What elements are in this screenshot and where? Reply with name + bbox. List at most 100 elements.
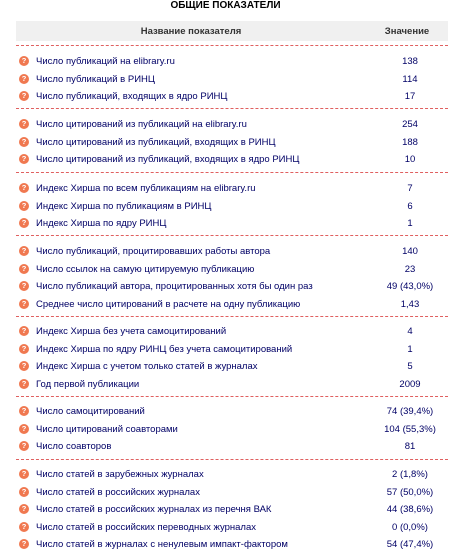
group-separator: [16, 459, 448, 460]
indicator-value[interactable]: 140: [402, 246, 418, 257]
table-row: ? Число ссылок на самую цитируемую публик…: [16, 261, 448, 279]
indicator-group: ? Число самоцитирований 74 (39,4%)? Число ц…: [16, 403, 448, 456]
indicator-label[interactable]: Индекс Хирша по ядру РИНЦ: [36, 218, 167, 229]
indicator-value[interactable]: 23: [404, 263, 416, 275]
page-title: ОБЩИЕ ПОКАЗАТЕЛИ: [170, 0, 281, 11]
indicator-label[interactable]: Число статей в российских журналах: [36, 486, 200, 498]
table-row: ? Индекс Хирша без учета самоцитирований 4: [16, 323, 448, 341]
indicator-label[interactable]: Число самоцитирований: [36, 406, 145, 417]
question-circle-icon[interactable]: ?: [19, 504, 29, 514]
question-circle-icon[interactable]: ?: [19, 406, 29, 416]
question-circle-icon[interactable]: ?: [19, 486, 29, 497]
question-circle-icon[interactable]: ?: [19, 423, 29, 434]
question-circle-icon[interactable]: ?: [19, 521, 29, 532]
question-circle-icon[interactable]: ?: [19, 119, 29, 129]
indicator-label[interactable]: Число соавторов: [36, 441, 112, 452]
question-circle-icon[interactable]: ?: [19, 218, 29, 228]
indicator-label[interactable]: Индекс Хирша с учетом только статей в жу…: [36, 361, 258, 372]
table-row: ? Число самоцитирований 74 (39,4%): [16, 403, 448, 421]
indicator-value[interactable]: 5: [407, 361, 413, 372]
indicator-value[interactable]: 0 (0,0%): [392, 521, 428, 533]
indicator-label[interactable]: Среднее число цитирований в расчете на о…: [36, 298, 301, 310]
question-circle-icon[interactable]: ?: [19, 154, 29, 164]
indicator-value[interactable]: 1: [407, 343, 413, 355]
question-circle-icon[interactable]: ?: [19, 73, 29, 84]
table-row: ? Число статей в российских журналах из п…: [16, 501, 448, 519]
indicator-label[interactable]: Число статей в журналах с ненулевым импа…: [36, 539, 288, 550]
indicator-label[interactable]: Индекс Хирша без учета самоцитирований: [36, 326, 227, 337]
indicator-value[interactable]: 4: [407, 326, 413, 337]
group-separator: [16, 108, 448, 109]
question-circle-icon[interactable]: ?: [19, 326, 29, 336]
question-circle-icon[interactable]: ?: [19, 361, 29, 371]
question-circle-icon[interactable]: ?: [19, 200, 29, 211]
indicator-value[interactable]: 57 (50,0%): [386, 486, 434, 498]
indicator-label[interactable]: Индекс Хирша по всем публикациям на elib…: [36, 183, 256, 194]
question-circle-icon[interactable]: ?: [19, 246, 29, 256]
indicator-label[interactable]: Число ссылок на самую цитируемую публика…: [36, 263, 255, 275]
indicator-value[interactable]: 10: [404, 154, 416, 165]
indicator-label[interactable]: Число цитирований из публикаций, входящи…: [36, 154, 300, 165]
table-row: ? Число статей в российских переводных жу…: [16, 519, 448, 537]
indicator-label[interactable]: Год первой публикации: [36, 378, 140, 390]
indicator-label[interactable]: Число статей в российских журналах из пе…: [36, 504, 272, 515]
table-row: ? Индекс Хирша по ядру РИНЦ без учета сам…: [16, 341, 448, 359]
indicator-label[interactable]: Индекс Хирша по ядру РИНЦ без учета само…: [36, 343, 293, 355]
indicator-label[interactable]: Число статей в зарубежных журналах: [36, 469, 204, 480]
group-separator: [16, 316, 448, 317]
indicator-value[interactable]: 2009: [399, 378, 421, 390]
indicator-value[interactable]: 138: [402, 56, 418, 67]
table-row: ? Число соавторов 81: [16, 438, 448, 456]
question-circle-icon[interactable]: ?: [19, 441, 29, 451]
indicator-value[interactable]: 1,43: [400, 298, 420, 310]
indicator-value[interactable]: 104 (55,3%): [384, 423, 436, 435]
indicator-value[interactable]: 7: [407, 183, 413, 194]
indicator-value[interactable]: 6: [407, 200, 413, 212]
indicator-value[interactable]: 54 (47,4%): [386, 539, 434, 550]
indicator-value[interactable]: 49 (43,0%): [386, 281, 434, 292]
table-row: ? Число статей в российских журналах 57 (5…: [16, 484, 448, 502]
table-row: ? Среднее число цитирований в расчете на …: [16, 296, 448, 314]
question-circle-icon[interactable]: ?: [19, 136, 29, 147]
table-row: ? Число статей в зарубежных журналах 2 (1,…: [16, 466, 448, 484]
table-row: ? Число публикаций, процитировавших работ…: [16, 243, 448, 261]
indicator-value[interactable]: 1: [407, 218, 413, 229]
indicator-label[interactable]: Число цитирований из публикаций на elibr…: [36, 119, 247, 130]
indicator-value[interactable]: 44 (38,6%): [386, 504, 434, 515]
indicator-value[interactable]: 74 (39,4%): [386, 406, 434, 417]
indicator-label[interactable]: Индекс Хирша по публикациям в РИНЦ: [36, 200, 212, 212]
indicator-label[interactable]: Число цитирований соавторами: [36, 423, 178, 435]
indicator-label[interactable]: Число публикаций, процитировавших работы…: [36, 246, 271, 257]
indicator-value[interactable]: 114: [402, 73, 418, 85]
indicator-group: ? Индекс Хирша по всем публикациям на eli…: [16, 180, 448, 233]
question-circle-icon[interactable]: ?: [19, 298, 29, 309]
indicator-value[interactable]: 188: [402, 136, 418, 148]
question-circle-icon[interactable]: ?: [19, 183, 29, 193]
question-circle-icon[interactable]: ?: [19, 539, 29, 549]
indicator-label[interactable]: Число публикаций, входящих в ядро РИНЦ: [36, 91, 228, 102]
question-circle-icon[interactable]: ?: [19, 343, 29, 354]
indicator-label[interactable]: Число публикаций на elibrary.ru: [36, 56, 175, 67]
question-circle-icon[interactable]: ?: [19, 281, 29, 291]
question-circle-icon[interactable]: ?: [19, 263, 29, 274]
group-separator: [16, 396, 448, 397]
question-circle-icon[interactable]: ?: [19, 56, 29, 66]
table-row: ? Год первой публикации 2009: [16, 376, 448, 394]
group-separator: [16, 235, 448, 236]
question-circle-icon[interactable]: ?: [19, 378, 29, 389]
indicator-label[interactable]: Число публикаций в РИНЦ: [36, 73, 155, 85]
indicator-label[interactable]: Число статей в российских переводных жур…: [36, 521, 256, 533]
indicator-value[interactable]: 81: [404, 441, 416, 452]
table-row: ? Число публикаций, входящих в ядро РИНЦ 1…: [16, 88, 448, 106]
table-row: ? Число публикаций в РИНЦ 114: [16, 71, 448, 89]
indicator-label[interactable]: Число публикаций автора, процитированных…: [36, 281, 313, 292]
question-circle-icon[interactable]: ?: [19, 91, 29, 101]
header-name: Название показателя: [140, 26, 242, 37]
indicator-value[interactable]: 254: [402, 119, 418, 130]
indicator-group: ? Число цитирований из публикаций на elib…: [16, 116, 448, 169]
question-circle-icon[interactable]: ?: [19, 469, 29, 479]
indicator-label[interactable]: Число цитирований из публикаций, входящи…: [36, 136, 276, 148]
table-row: ? Число цитирований из публикаций, входящ…: [16, 134, 448, 152]
indicator-value[interactable]: 2 (1,8%): [392, 469, 428, 480]
indicator-value[interactable]: 17: [404, 91, 416, 102]
